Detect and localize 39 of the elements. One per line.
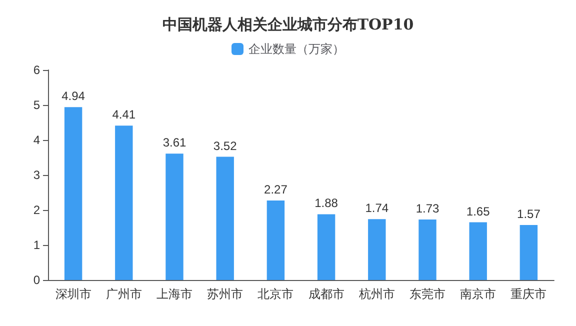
y-tick-label: 6: [33, 63, 40, 77]
data-label: 3.52: [213, 138, 238, 153]
y-tick-label: 1: [33, 238, 40, 252]
bar: [64, 107, 82, 280]
bar: [317, 214, 336, 280]
x-tick-label: 北京市: [258, 287, 294, 301]
y-tick-label: 0: [33, 273, 40, 287]
x-tick-label: 成都市: [308, 287, 344, 301]
data-label: 4.94: [62, 89, 86, 104]
data-label: 1.88: [314, 196, 338, 210]
bar: [469, 222, 487, 280]
y-tick-label: 2: [33, 203, 40, 217]
data-label: 4.41: [112, 108, 136, 122]
y-tick-label: 3: [33, 168, 40, 182]
data-label: 1.74: [365, 201, 389, 216]
bar: [418, 219, 436, 280]
x-tick-label: 广州市: [106, 287, 142, 301]
bar: [115, 126, 133, 280]
data-label: 1.57: [517, 207, 541, 222]
y-tick-label: 5: [33, 98, 40, 112]
x-tick-label: 苏州市: [207, 287, 244, 301]
bar: [520, 225, 538, 280]
bar: [166, 154, 184, 280]
x-tick-label: 重庆市: [510, 287, 547, 301]
x-tick-label: 杭州市: [358, 287, 395, 301]
chart-title: 中国机器人相关企业城市分布TOP10: [162, 16, 414, 34]
bar: [266, 200, 285, 280]
data-label: 3.61: [162, 136, 186, 150]
x-tick-label: 东莞市: [410, 287, 446, 301]
data-label: 1.65: [466, 204, 490, 218]
y-tick-label: 4: [33, 133, 40, 147]
legend-label: 企业数量（万家）: [248, 42, 344, 56]
x-tick-label: 深圳市: [55, 287, 92, 301]
bar: [368, 219, 386, 280]
x-tick-label: 南京市: [460, 287, 496, 301]
data-label: 1.73: [416, 201, 440, 216]
data-label: 2.27: [264, 182, 288, 197]
bar: [216, 156, 234, 280]
x-tick-label: 上海市: [156, 287, 192, 301]
